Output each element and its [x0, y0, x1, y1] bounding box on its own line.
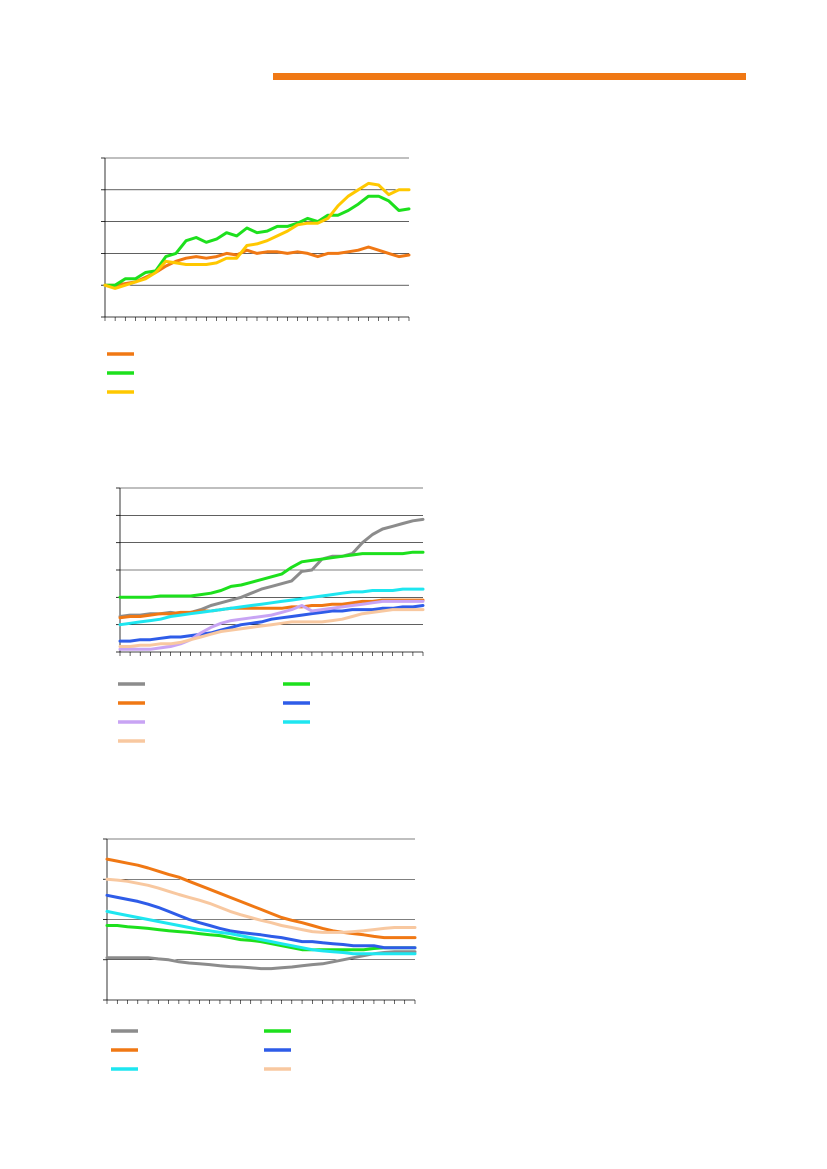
series-line-4 — [118, 604, 425, 643]
series-line-4 — [105, 893, 417, 950]
header-accent-bar — [273, 73, 746, 80]
series-line-5 — [118, 599, 425, 651]
line-chart-1 — [101, 157, 411, 394]
series-line-2 — [103, 194, 411, 287]
series-line-1 — [105, 950, 417, 971]
series-line-3 — [103, 181, 411, 290]
series-line-5 — [105, 909, 417, 956]
series-line-1 — [103, 245, 411, 287]
series-line-7 — [118, 608, 425, 648]
series-line-3 — [105, 857, 417, 940]
series-line-6 — [105, 877, 417, 934]
series-line-2 — [105, 924, 417, 952]
line-chart-3 — [103, 838, 417, 1071]
series-line-2 — [118, 550, 425, 599]
line-chart-2 — [116, 487, 425, 743]
series-line-6 — [118, 587, 425, 627]
